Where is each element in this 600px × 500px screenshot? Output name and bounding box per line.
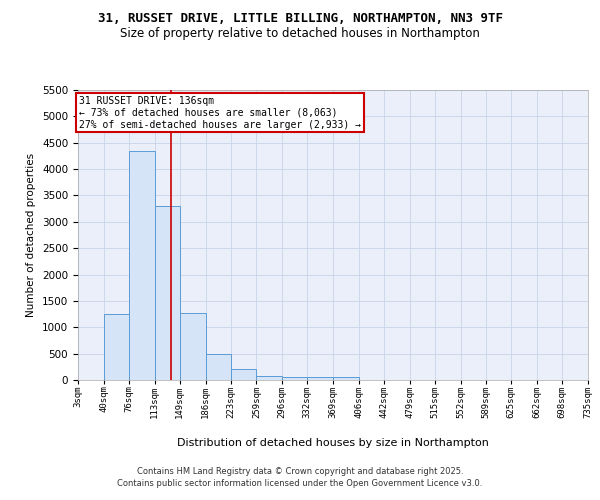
Bar bbox=[256, 376, 282, 380]
Bar bbox=[155, 206, 180, 380]
Bar bbox=[231, 370, 256, 380]
Text: Size of property relative to detached houses in Northampton: Size of property relative to detached ho… bbox=[120, 28, 480, 40]
Bar bbox=[282, 377, 307, 380]
Y-axis label: Number of detached properties: Number of detached properties bbox=[26, 153, 37, 317]
Bar bbox=[129, 150, 155, 380]
Bar bbox=[333, 378, 359, 380]
Text: 31 RUSSET DRIVE: 136sqm
← 73% of detached houses are smaller (8,063)
27% of semi: 31 RUSSET DRIVE: 136sqm ← 73% of detache… bbox=[79, 96, 361, 130]
Bar bbox=[180, 312, 205, 380]
Bar bbox=[104, 314, 129, 380]
Bar bbox=[205, 354, 231, 380]
Bar bbox=[307, 378, 333, 380]
Text: Contains HM Land Registry data © Crown copyright and database right 2025.
Contai: Contains HM Land Registry data © Crown c… bbox=[118, 466, 482, 487]
Text: 31, RUSSET DRIVE, LITTLE BILLING, NORTHAMPTON, NN3 9TF: 31, RUSSET DRIVE, LITTLE BILLING, NORTHA… bbox=[97, 12, 503, 26]
Text: Distribution of detached houses by size in Northampton: Distribution of detached houses by size … bbox=[177, 438, 489, 448]
